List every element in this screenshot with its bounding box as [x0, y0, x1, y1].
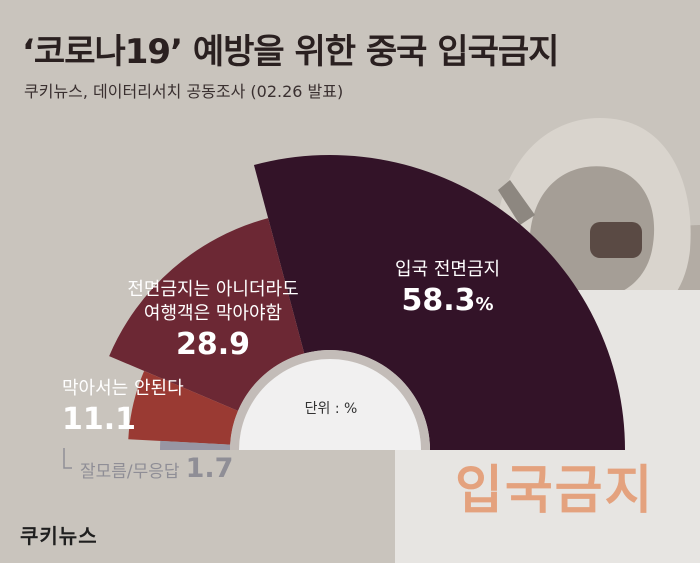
slice-block-travelers [109, 218, 305, 411]
slice-value: 28.9 [175, 327, 251, 362]
unit-note: 단위 : % [304, 401, 358, 417]
sign-text: 입국금지 [455, 461, 655, 521]
slice-no-answer [160, 440, 231, 450]
slice-label-ban-all: 입국 전면금지 58.3% [395, 258, 500, 324]
leader-line [63, 448, 72, 469]
slice-name: 잘모름/무응답 [80, 462, 180, 482]
publisher-logo: 쿠키뉴스 [20, 524, 98, 548]
half-donut-chart [63, 155, 625, 469]
slice-name: 막아서는 안된다 [62, 378, 184, 399]
slice-should-not-block [128, 370, 238, 445]
slice-label-no-answer: 잘모름/무응답 1.7 [80, 453, 233, 484]
slice-label-should-not-block: 막아서는 안된다 11.1 [62, 377, 222, 439]
slice-name-line1: 전면금지는 아니더라도 [127, 279, 299, 300]
slice-value: 58.3 [401, 283, 476, 318]
background-illustration [395, 117, 700, 563]
chart-title: ‘코로나19’ 예방을 위한 중국 입국금지 [22, 32, 559, 72]
center-hole [239, 359, 421, 450]
slice-unit: % [475, 294, 494, 315]
slice-value: 11.1 [62, 402, 137, 437]
slice-value: 1.7 [185, 453, 234, 484]
slice-name-line2: 여행객은 막아야함 [143, 303, 283, 324]
chart-subtitle: 쿠키뉴스, 데이터리서치 공동조사 (02.26 발표) [24, 82, 344, 101]
slice-label-block-travelers: 전면금지는 아니더라도 여행객은 막아야함 28.9 [108, 278, 318, 364]
slice-ban-all [253, 155, 625, 450]
slice-name: 입국 전면금지 [395, 259, 501, 280]
